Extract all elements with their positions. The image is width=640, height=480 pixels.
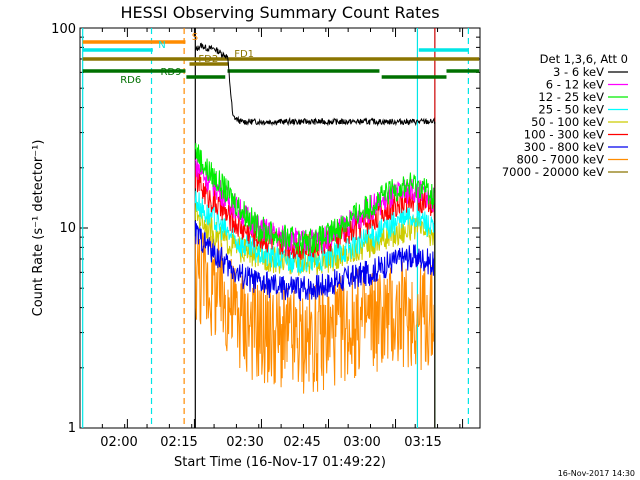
- legend-label-3: 25 - 50 keV: [538, 103, 604, 117]
- legend-label-6: 300 - 800 keV: [524, 140, 604, 154]
- legend-label-5: 100 - 300 keV: [524, 128, 604, 142]
- legend-label-4: 50 - 100 keV: [531, 115, 604, 129]
- legend-label-1: 6 - 12 keV: [546, 78, 604, 92]
- chart-title: HESSI Observing Summary Count Rates: [120, 3, 439, 22]
- legend-label-2: 12 - 25 keV: [538, 90, 604, 104]
- date-stamp: 16-Nov-2017 14:30: [558, 469, 635, 478]
- series-line-7: [194, 232, 435, 394]
- y-tick-label-100: 100: [51, 22, 76, 37]
- series-line-3: [194, 190, 435, 274]
- y-tick-label-1: 1: [68, 421, 76, 436]
- flag-label-s: S: [192, 32, 198, 43]
- legend-label-8: 7000 - 20000 keV: [502, 165, 604, 179]
- series-line-5: [194, 164, 435, 260]
- x-tick-label-0245: 02:45: [283, 435, 320, 450]
- flag-label-rd6: RD6: [120, 75, 141, 86]
- x-tick-label-0200: 02:00: [100, 435, 137, 450]
- series-line-2: [194, 143, 435, 255]
- x-tick-label-0230: 02:30: [226, 435, 263, 450]
- data-series: [194, 42, 436, 428]
- x-tick-label-0300: 03:00: [343, 435, 380, 450]
- tick-marks: [79, 27, 480, 429]
- x-tick-label-0315: 03:15: [404, 435, 441, 450]
- x-axis-label: Start Time (16-Nov-17 01:49:22): [174, 455, 386, 470]
- flag-label-fd2: FD2: [198, 54, 218, 65]
- legend-label-0: 3 - 6 keV: [553, 65, 604, 79]
- flag-bars: S N FD1 FD2 RD6 RD9: [82, 32, 480, 86]
- x-tick-label-0215: 02:15: [160, 435, 197, 450]
- y-axis-label: Count Rate (s⁻¹ detector⁻¹): [31, 140, 46, 317]
- series-line-0: [194, 42, 435, 127]
- flag-label-n: N: [158, 40, 165, 51]
- legend-label-7: 800 - 7000 keV: [516, 153, 604, 167]
- legend-title: Det 1,3,6, Att 0: [540, 52, 628, 66]
- flag-label-fd1: FD1: [234, 49, 254, 60]
- flag-label-rd9: RD9: [160, 67, 181, 78]
- y-tick-label-10: 10: [59, 221, 76, 236]
- series-line-6: [194, 220, 435, 302]
